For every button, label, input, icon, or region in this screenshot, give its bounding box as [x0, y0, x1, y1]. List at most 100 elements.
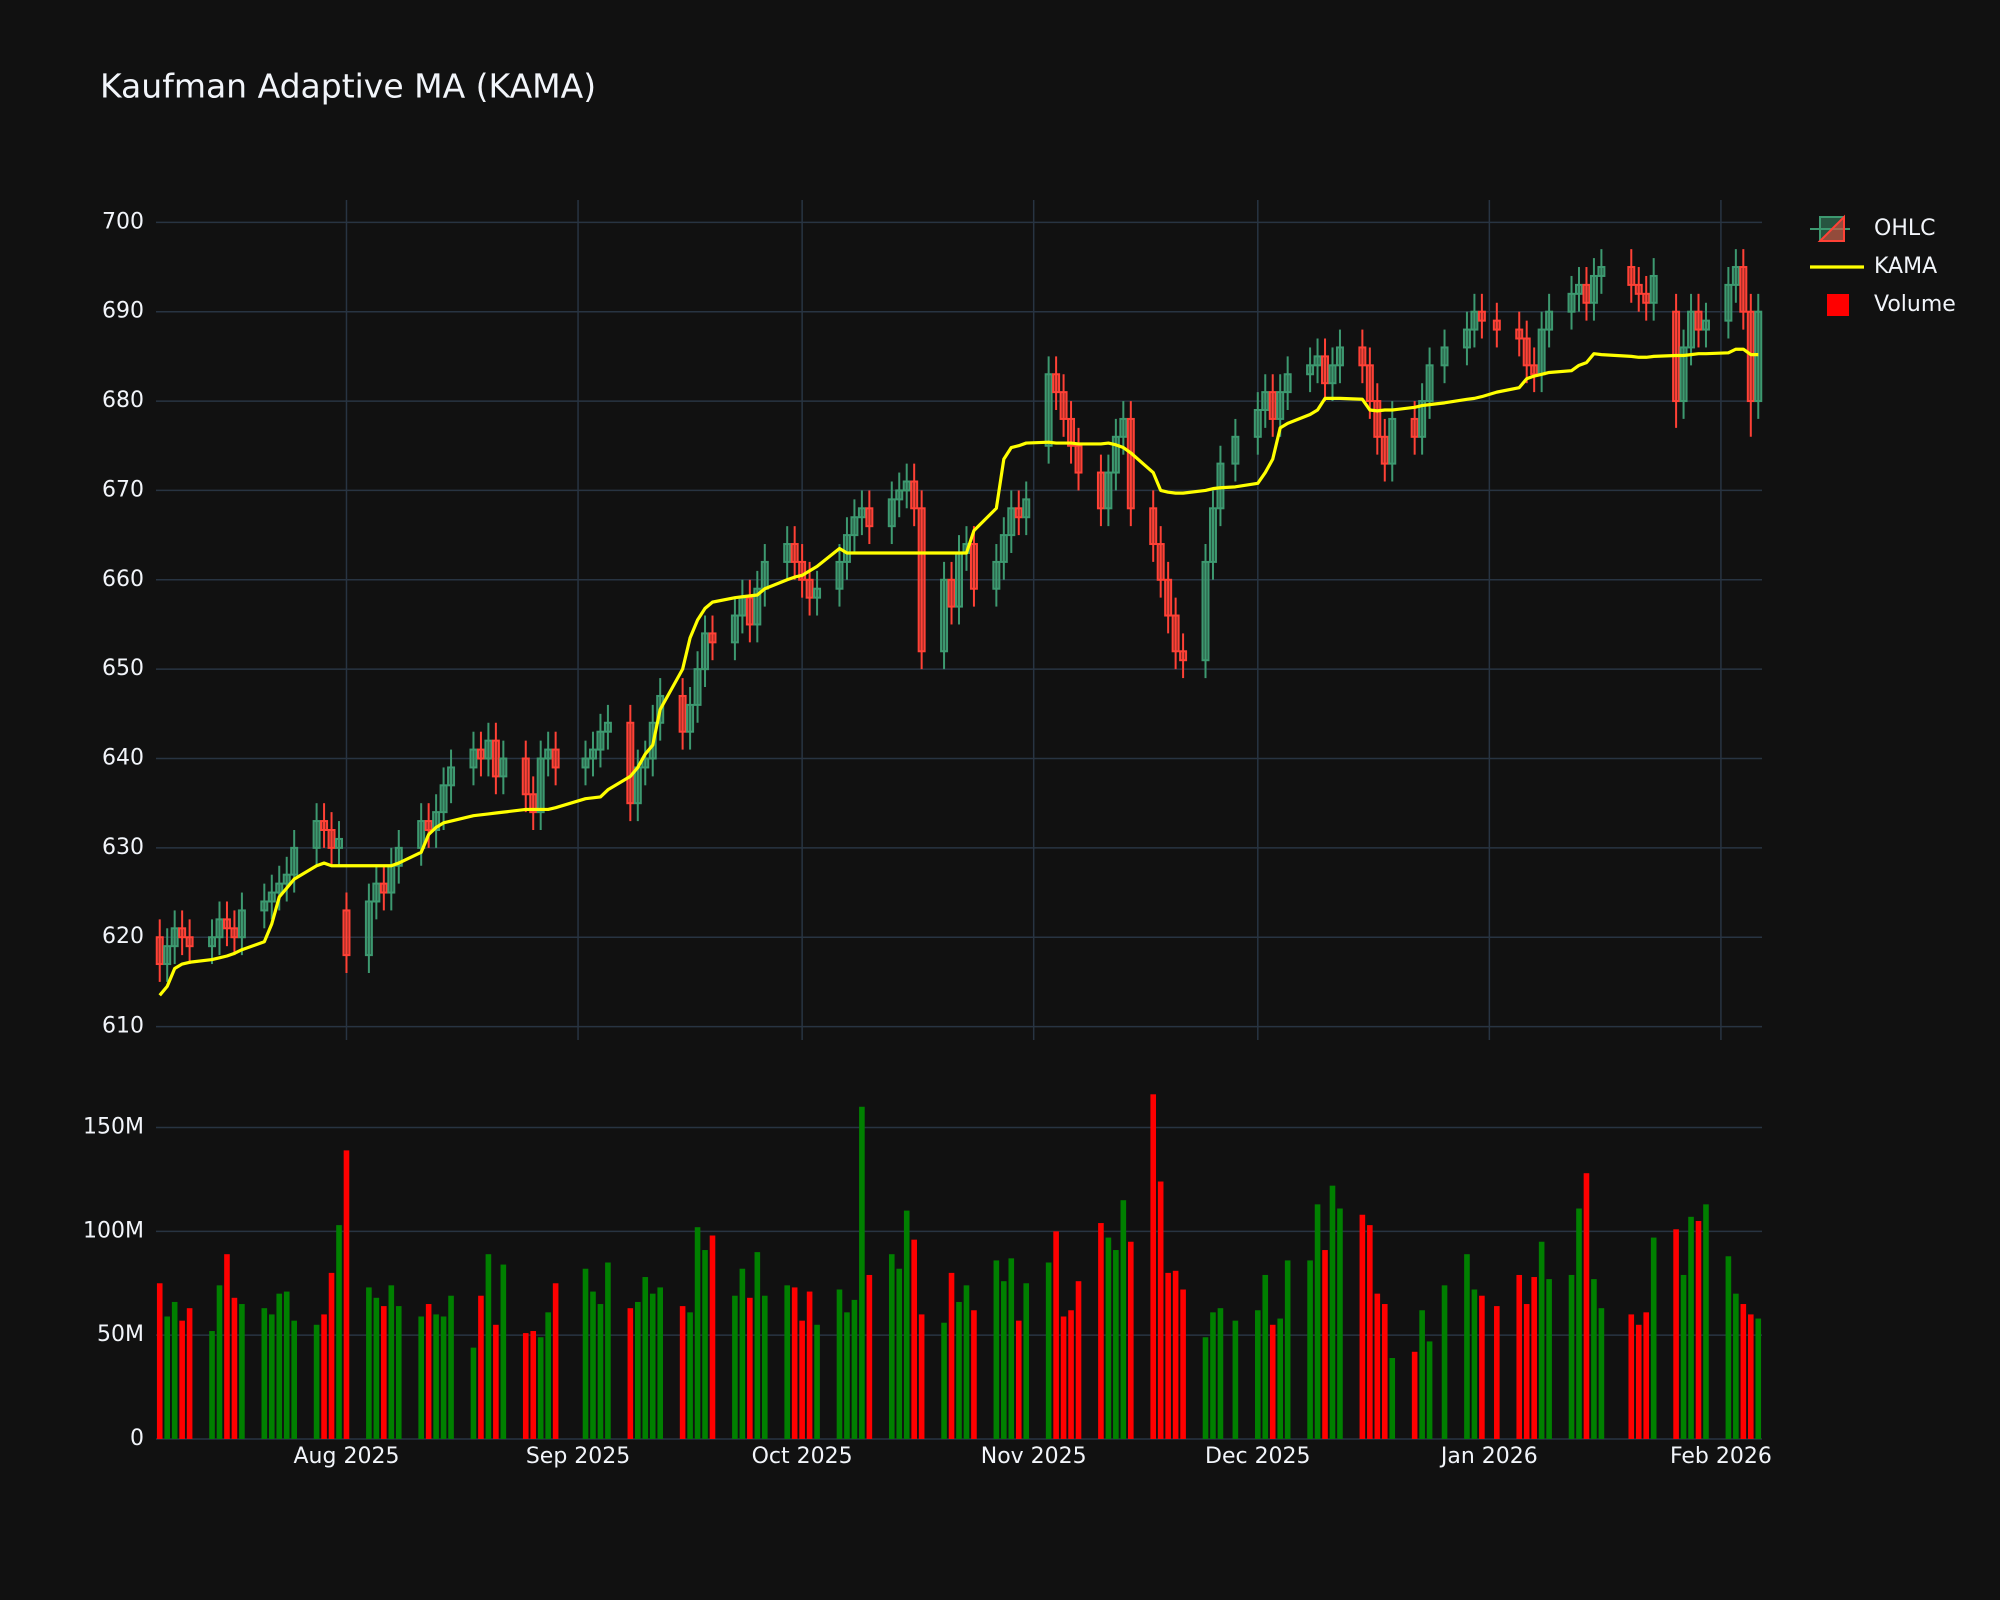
volume-bar — [381, 1306, 387, 1439]
volume-bar — [694, 1227, 701, 1439]
volume-bar — [276, 1293, 283, 1439]
candle-body — [312, 820, 321, 849]
legend: OHLC KAMA Volume — [1810, 214, 1956, 317]
volume-bar — [590, 1291, 596, 1439]
candle-body — [536, 757, 545, 814]
volume-bar — [806, 1291, 813, 1439]
candle-body — [910, 480, 919, 510]
candle-body — [1724, 283, 1733, 322]
volume-bar — [948, 1272, 955, 1439]
candle-body — [320, 820, 329, 832]
y-tick-label: 640 — [102, 746, 144, 771]
candle-body — [469, 748, 478, 769]
volume-bar — [732, 1295, 738, 1439]
candle-body — [1096, 471, 1105, 510]
candle-body — [1201, 560, 1210, 662]
volume-bar — [1367, 1225, 1373, 1439]
candle-body — [1679, 346, 1688, 403]
volume-bar — [448, 1295, 454, 1439]
candle-body — [282, 873, 291, 885]
volume-bar — [209, 1331, 215, 1439]
volume-bar — [1755, 1318, 1762, 1439]
candle-body — [1208, 507, 1217, 563]
x-tick-label: Nov 2025 — [981, 1444, 1087, 1469]
candle-body — [790, 543, 799, 563]
candle-body — [178, 927, 187, 939]
volume-bar — [1479, 1295, 1485, 1439]
volume-bar — [216, 1285, 223, 1439]
y-tick-label: 660 — [102, 567, 144, 592]
candle-body — [1642, 292, 1651, 304]
legend-label: KAMA — [1874, 254, 1937, 279]
y-tick-label: 100M — [83, 1218, 144, 1243]
x-tick-label: Aug 2025 — [294, 1444, 400, 1469]
volume-bar — [896, 1268, 903, 1439]
volume-bar — [1591, 1279, 1597, 1439]
volume-bar — [336, 1225, 342, 1439]
candle-body — [1328, 364, 1337, 385]
y-tick-label: 650 — [102, 656, 144, 681]
volume-bar — [291, 1320, 297, 1439]
candle-body — [1276, 391, 1285, 420]
candle-body — [521, 757, 530, 796]
candle-body — [1111, 435, 1120, 474]
candle-body — [1515, 328, 1524, 340]
y-tick-label: 150M — [83, 1115, 144, 1140]
candle-body — [1052, 373, 1061, 394]
volume-bar — [1650, 1237, 1657, 1439]
candle-body — [969, 543, 978, 590]
candle-body — [1634, 283, 1643, 295]
volume-bar — [395, 1306, 402, 1439]
candle-body — [491, 739, 500, 778]
candle-body — [603, 721, 612, 733]
volume-bar — [164, 1316, 171, 1439]
candle-body — [432, 811, 441, 832]
candle-body — [992, 560, 1001, 590]
volume-bar — [747, 1297, 753, 1439]
candle-body — [215, 918, 224, 939]
legend-icon-bar — [1827, 294, 1849, 316]
candle-body — [484, 739, 493, 760]
volume-bar — [1523, 1304, 1530, 1439]
volume-bar — [1202, 1337, 1209, 1439]
candle-body — [1470, 310, 1479, 331]
volume-bar — [1635, 1324, 1642, 1439]
y-tick-label: 690 — [102, 299, 144, 324]
volume-bar — [321, 1314, 327, 1439]
candle-body — [1022, 498, 1031, 519]
candle-body — [955, 551, 963, 608]
volume-bar — [186, 1308, 193, 1439]
x-tick-label: Feb 2026 — [1670, 1444, 1772, 1469]
candle-body — [693, 668, 702, 706]
candle-body — [947, 578, 956, 608]
legend-icon-down — [1817, 214, 1845, 242]
candle-body — [1373, 400, 1382, 438]
volume-bar — [470, 1347, 477, 1439]
volume-bar — [1150, 1094, 1157, 1439]
y-tick-label: 0 — [130, 1426, 144, 1451]
candle-body — [1537, 328, 1546, 376]
y-tick-label: 610 — [102, 1014, 144, 1039]
candle-body — [1164, 578, 1173, 617]
volume-bar — [1105, 1237, 1112, 1439]
volume-bar — [1284, 1260, 1291, 1439]
volume-bar — [171, 1301, 178, 1439]
volume-bar — [1583, 1173, 1590, 1439]
candle-body — [1156, 543, 1165, 581]
candle-body — [237, 909, 246, 939]
volume-bar — [1374, 1293, 1381, 1439]
y-tick-label: 700 — [102, 209, 144, 234]
volume-bar — [791, 1287, 798, 1439]
candle-body — [1179, 650, 1188, 662]
candle-body — [1388, 417, 1397, 465]
candle-body — [267, 891, 276, 903]
candle-body — [417, 820, 426, 849]
candle-body — [1649, 274, 1658, 304]
volume-bar — [1411, 1351, 1418, 1439]
candle-body — [1380, 435, 1389, 465]
candle-body — [230, 927, 239, 939]
candle-body — [1261, 391, 1270, 411]
volume-bar — [918, 1314, 925, 1439]
volume-bar — [313, 1324, 320, 1439]
